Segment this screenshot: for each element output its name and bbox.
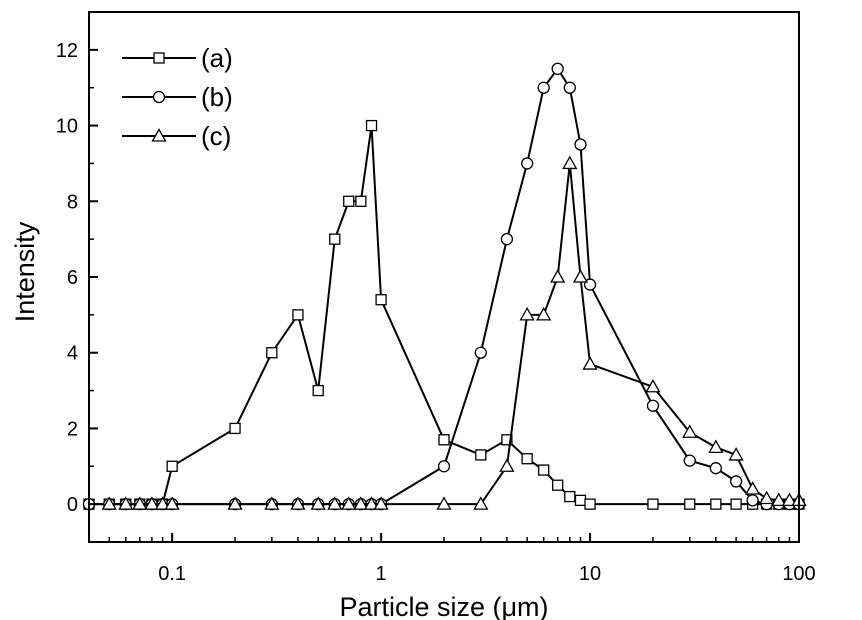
series-line [109,163,799,506]
x-tick-label: 100 [782,563,815,585]
x-axis-title: Particle size (μm) [339,592,548,620]
data-point [582,356,598,370]
series-1 [83,119,805,510]
data-point [329,233,341,245]
data-point [327,496,343,510]
y-tick-label: 10 [56,116,78,138]
data-point [353,496,369,510]
data-point [521,453,533,465]
data-point [745,481,761,495]
data-point [682,424,698,438]
data-point [292,309,304,321]
data-point [520,157,534,170]
data-point [341,496,357,510]
data-point [519,307,535,321]
data-point [152,90,166,104]
x-tick-label: 10 [579,563,601,585]
data-point [563,81,576,94]
data-point [574,494,587,507]
data-point [151,128,167,142]
data-point [355,195,367,207]
data-point [574,138,587,151]
data-point [264,496,280,510]
x-tick-label: 0.1 [158,563,186,585]
y-tick-label: 0 [67,494,78,516]
data-point [536,307,552,321]
data-point [709,462,723,475]
legend-label: (a) [201,43,233,73]
y-tick-label: 12 [56,40,78,62]
label-layer: 0.1 1 10 100 0 2 4 6 8 10 12 [56,40,816,585]
data-point [730,498,742,510]
data-point [153,52,165,64]
data-point [550,269,566,283]
data-point [154,496,171,510]
data-point [552,479,564,491]
data-point [647,498,659,510]
data-point [365,119,378,132]
legend-label: (c) [201,121,231,151]
x-tick-label: 1 [376,563,387,585]
y-tick-label: 4 [67,343,78,365]
data-point [373,496,389,510]
data-point [729,475,743,488]
data-point [375,294,387,306]
data-point [537,81,550,94]
data-point [166,460,178,472]
data-point [290,496,306,510]
y-tick-label: 2 [67,418,78,440]
data-point [474,346,487,359]
data-point [499,458,515,472]
data-point [771,492,787,507]
data-point [101,496,117,510]
data-point [759,490,775,505]
data-point [538,464,550,476]
data-point [781,492,798,507]
data-point [572,269,589,283]
data-point [564,490,576,503]
data-point [343,195,355,207]
legend-label: (b) [201,82,233,112]
data-point [437,460,451,473]
data-point [646,399,660,412]
y-tick-label: 8 [67,191,78,213]
data-point [363,496,380,510]
data-point [229,422,241,435]
data-point [144,496,160,510]
data-point [266,347,278,359]
data-point [164,496,180,510]
data-point [710,498,722,510]
data-point [500,232,514,246]
data-point [562,155,578,170]
data-point [501,434,513,446]
data-point [475,449,487,461]
y-tick-label: 6 [67,267,78,289]
tick-layer [88,11,800,543]
data-point [746,494,759,507]
data-point [227,496,243,510]
data-point [708,439,724,454]
data-point [645,378,661,393]
data-point [551,62,564,75]
series-3 [101,155,807,510]
legend: (a) (b) (c) [122,43,233,151]
data-point [584,498,596,510]
data-point [118,496,134,510]
series-layer [82,62,807,511]
data-point [684,498,696,510]
data-point [436,496,452,510]
y-axis-title: Intensity [10,221,40,322]
data-point [438,434,450,446]
data-point [728,447,744,461]
data-point [310,496,326,510]
data-point [683,454,696,467]
series-line [89,125,799,506]
data-point [473,496,489,510]
data-point [132,496,148,510]
data-point [312,384,324,397]
